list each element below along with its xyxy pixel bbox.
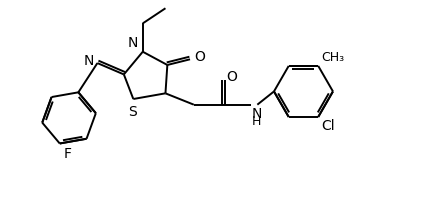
Text: O: O [226,70,237,84]
Text: N: N [251,107,262,121]
Text: CH₃: CH₃ [321,51,344,64]
Text: S: S [128,105,137,119]
Text: Cl: Cl [321,119,335,133]
Text: F: F [64,147,71,161]
Text: H: H [251,115,261,128]
Text: N: N [83,54,94,68]
Text: N: N [128,36,138,50]
Text: O: O [194,50,205,64]
